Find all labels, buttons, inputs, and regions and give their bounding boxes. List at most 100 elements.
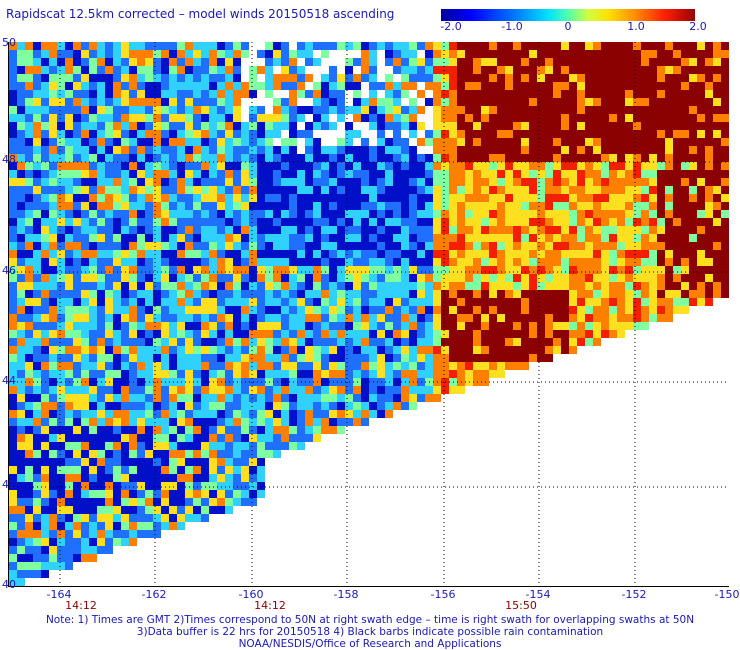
wind-cell (689, 298, 697, 306)
wind-cell (305, 330, 313, 338)
wind-cell (241, 426, 249, 434)
wind-cell (225, 130, 233, 138)
wind-cell (577, 322, 585, 330)
wind-cell (73, 266, 81, 274)
wind-cell (49, 114, 57, 122)
wind-cell (233, 458, 241, 466)
wind-cell (145, 178, 153, 186)
wind-cell (457, 154, 465, 162)
wind-cell (625, 186, 633, 194)
wind-cell (201, 338, 209, 346)
wind-cell (257, 386, 265, 394)
wind-cell (649, 194, 657, 202)
wind-cell (521, 226, 529, 234)
wind-cell (289, 242, 297, 250)
wind-cell (569, 258, 577, 266)
wind-cell (705, 106, 713, 114)
wind-cell (233, 138, 241, 146)
wind-cell (321, 306, 329, 314)
wind-cell (49, 138, 57, 146)
wind-cell (265, 386, 273, 394)
wind-cell (241, 194, 249, 202)
wind-cell (433, 138, 441, 146)
wind-cell (201, 218, 209, 226)
wind-cell (137, 306, 145, 314)
wind-cell (465, 90, 473, 98)
wind-cell (81, 178, 89, 186)
wind-cell (433, 130, 441, 138)
wind-cell (281, 290, 289, 298)
wind-difference-map[interactable] (8, 42, 729, 587)
wind-cell (561, 338, 569, 346)
wind-cell (249, 130, 257, 138)
wind-cell (569, 266, 577, 274)
wind-cell (553, 146, 561, 154)
wind-cell (257, 330, 265, 338)
wind-cell (265, 170, 273, 178)
wind-cell (297, 282, 305, 290)
wind-cell (193, 122, 201, 130)
wind-cell (9, 346, 17, 354)
wind-cell (25, 42, 33, 50)
wind-cell (385, 218, 393, 226)
wind-cell (137, 394, 145, 402)
wind-cell (401, 362, 409, 370)
wind-cell (561, 170, 569, 178)
wind-cell (73, 98, 81, 106)
wind-cell (81, 130, 89, 138)
wind-cell (553, 170, 561, 178)
wind-cell (609, 122, 617, 130)
wind-cell (521, 210, 529, 218)
wind-cell (481, 82, 489, 90)
wind-cell (457, 162, 465, 170)
wind-cell (713, 170, 721, 178)
wind-cell (145, 250, 153, 258)
wind-cell (449, 338, 457, 346)
wind-cell (249, 450, 257, 458)
wind-cell (665, 154, 673, 162)
wind-cell (49, 418, 57, 426)
lat-label-50: 50 (2, 36, 16, 49)
wind-cell (25, 562, 33, 570)
wind-cell (345, 82, 353, 90)
wind-cell (337, 90, 345, 98)
wind-cell (481, 42, 489, 50)
wind-cell (161, 402, 169, 410)
wind-cell (153, 154, 161, 162)
wind-cell (105, 314, 113, 322)
wind-cell (209, 346, 217, 354)
wind-cell (657, 186, 665, 194)
wind-cell (65, 498, 73, 506)
wind-cell (617, 290, 625, 298)
wind-cell (673, 266, 681, 274)
wind-cell (193, 322, 201, 330)
wind-cell (385, 186, 393, 194)
wind-cell (449, 186, 457, 194)
wind-cell (265, 154, 273, 162)
wind-cell (81, 162, 89, 170)
wind-cell (265, 266, 273, 274)
wind-cell (41, 354, 49, 362)
wind-cell (369, 202, 377, 210)
wind-cell (89, 266, 97, 274)
wind-cell (305, 146, 313, 154)
wind-cell (129, 58, 137, 66)
wind-cell (609, 194, 617, 202)
wind-cell (49, 426, 57, 434)
wind-cell (217, 282, 225, 290)
wind-cell (9, 282, 17, 290)
map-canvas[interactable] (9, 42, 729, 586)
wind-cell (329, 42, 337, 50)
wind-cell (89, 490, 97, 498)
wind-cell (193, 474, 201, 482)
wind-cell (289, 266, 297, 274)
colorbar-label-plus1: 1.0 (627, 20, 645, 33)
wind-cell (9, 290, 17, 298)
wind-cell (25, 458, 33, 466)
wind-cell (153, 50, 161, 58)
wind-cell (297, 410, 305, 418)
wind-cell (25, 98, 33, 106)
wind-cell (177, 338, 185, 346)
wind-cell (713, 98, 721, 106)
wind-cell (617, 202, 625, 210)
